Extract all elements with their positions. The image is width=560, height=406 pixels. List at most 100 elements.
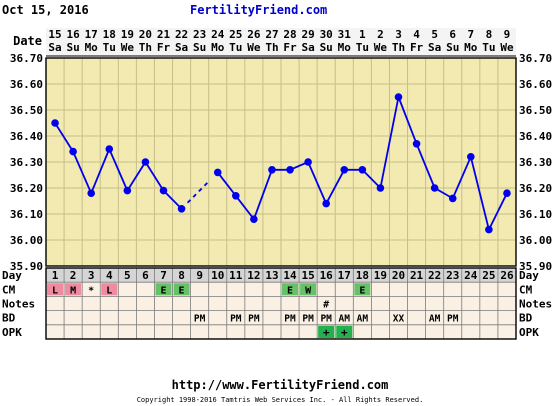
temperature-point <box>430 184 439 192</box>
bd-value: PM <box>248 314 260 325</box>
date-number: 22 <box>175 28 188 41</box>
day-number: 4 <box>106 269 113 282</box>
series-segment <box>108 148 129 191</box>
day-number: 24 <box>464 269 478 282</box>
weekday-label: Th <box>139 41 152 54</box>
date-number: 26 <box>247 28 261 41</box>
series-segment <box>361 169 382 189</box>
date-number: 28 <box>283 28 296 41</box>
day-number: 14 <box>283 269 297 282</box>
day-number: 10 <box>211 269 224 282</box>
temperature-point <box>358 166 367 174</box>
series-segment <box>307 161 328 204</box>
bd-value: XX <box>393 314 405 325</box>
cm-cell-fill <box>65 283 82 296</box>
y-tick-label-left: 36.50 <box>10 104 43 117</box>
series-segment <box>162 189 183 210</box>
weekday-label: Sa <box>428 41 441 54</box>
y-tick-label-left: 36.10 <box>10 208 43 221</box>
site-title[interactable]: FertilityFriend.com <box>190 3 327 17</box>
series-segment <box>379 96 400 189</box>
y-tick-label-right: 36.00 <box>519 234 552 247</box>
row-label-opk-right: OPK <box>519 326 539 339</box>
bd-value: AM <box>429 314 441 325</box>
temperature-point <box>448 194 457 203</box>
date-number: 19 <box>121 28 134 41</box>
plot-frame <box>45 57 517 267</box>
date-number: 1 <box>359 28 366 41</box>
weekday-label: Sa <box>301 41 314 54</box>
day-number: 7 <box>160 269 167 282</box>
date-number: 8 <box>486 28 493 41</box>
series-segment <box>451 156 472 199</box>
day-number: 18 <box>356 269 369 282</box>
weekday-label: Tu <box>356 41 369 54</box>
row-label-cm: CM <box>2 283 16 296</box>
y-tick-label-right: 36.30 <box>519 156 552 169</box>
opk-cell-fill <box>318 325 335 338</box>
weekday-label: Th <box>392 41 405 54</box>
bd-value: AM <box>357 314 369 325</box>
temperature-series <box>51 93 511 234</box>
footer-url[interactable]: http://www.FertilityFriend.com <box>172 378 389 392</box>
cm-value: L <box>52 285 58 296</box>
day-number: 13 <box>265 269 278 282</box>
temperature-point <box>69 147 77 156</box>
day-number: 12 <box>247 269 260 282</box>
table-frame <box>45 267 517 340</box>
day-number: 26 <box>500 269 514 282</box>
y-tick-label-right: 36.60 <box>519 78 552 91</box>
day-number: 2 <box>70 269 77 282</box>
bd-value: PM <box>302 314 314 325</box>
temperature-point <box>503 189 511 197</box>
weekday-label: Fr <box>283 41 297 54</box>
row-label-notes-right: Notes <box>519 298 552 311</box>
day-number: 25 <box>482 269 495 282</box>
date-number: 31 <box>338 28 352 41</box>
temperature-point <box>467 153 475 161</box>
weekday-label: Sa <box>48 41 61 54</box>
temperature-point <box>232 192 240 200</box>
temperature-point <box>250 215 258 223</box>
data-table <box>47 283 371 338</box>
date-number: 30 <box>320 28 333 41</box>
weekday-label: Mo <box>85 41 99 54</box>
series-segment-dashed <box>186 180 210 204</box>
y-tick-label-right: 36.10 <box>519 208 552 221</box>
day-number: 22 <box>428 269 441 282</box>
date-number: 24 <box>211 28 225 41</box>
weekday-label: Su <box>66 41 79 54</box>
date-label: Date <box>13 34 42 48</box>
day-number: 20 <box>392 269 405 282</box>
series-segment <box>253 169 273 220</box>
date-number: 21 <box>157 28 171 41</box>
series-segment <box>126 161 147 192</box>
text-layer: 35.90 35.90 36.00 36.00 36.10 36.10 36.20 36.20… <box>2 28 552 339</box>
cm-value: E <box>160 285 166 296</box>
cm-cell-fill <box>101 283 118 296</box>
opk-cell-fill <box>336 325 353 338</box>
note-value: # <box>323 300 329 311</box>
weekday-label: Tu <box>229 41 242 54</box>
weekday-label: We <box>374 41 388 54</box>
day-number: 5 <box>124 269 131 282</box>
cm-cell-fill <box>155 283 172 296</box>
temperature-point <box>51 119 59 127</box>
temperature-point <box>376 184 385 192</box>
temperature-point <box>159 186 168 195</box>
date-number: 3 <box>395 28 402 41</box>
date-number: 23 <box>193 28 206 41</box>
date-number: 2 <box>377 28 384 41</box>
row-label-opk: OPK <box>2 326 22 339</box>
weekday-label: Su <box>446 41 459 54</box>
cm-value: E <box>287 285 293 296</box>
y-tick-label-right: 36.40 <box>519 130 552 143</box>
temperature-point <box>177 205 186 213</box>
date-number: 16 <box>66 28 80 41</box>
date-number: 7 <box>467 28 474 41</box>
day-number: 1 <box>52 269 59 282</box>
weekday-label: We <box>121 41 135 54</box>
temperature-point <box>340 166 349 174</box>
weekday-label: Sa <box>175 41 188 54</box>
series-segment <box>415 143 436 189</box>
